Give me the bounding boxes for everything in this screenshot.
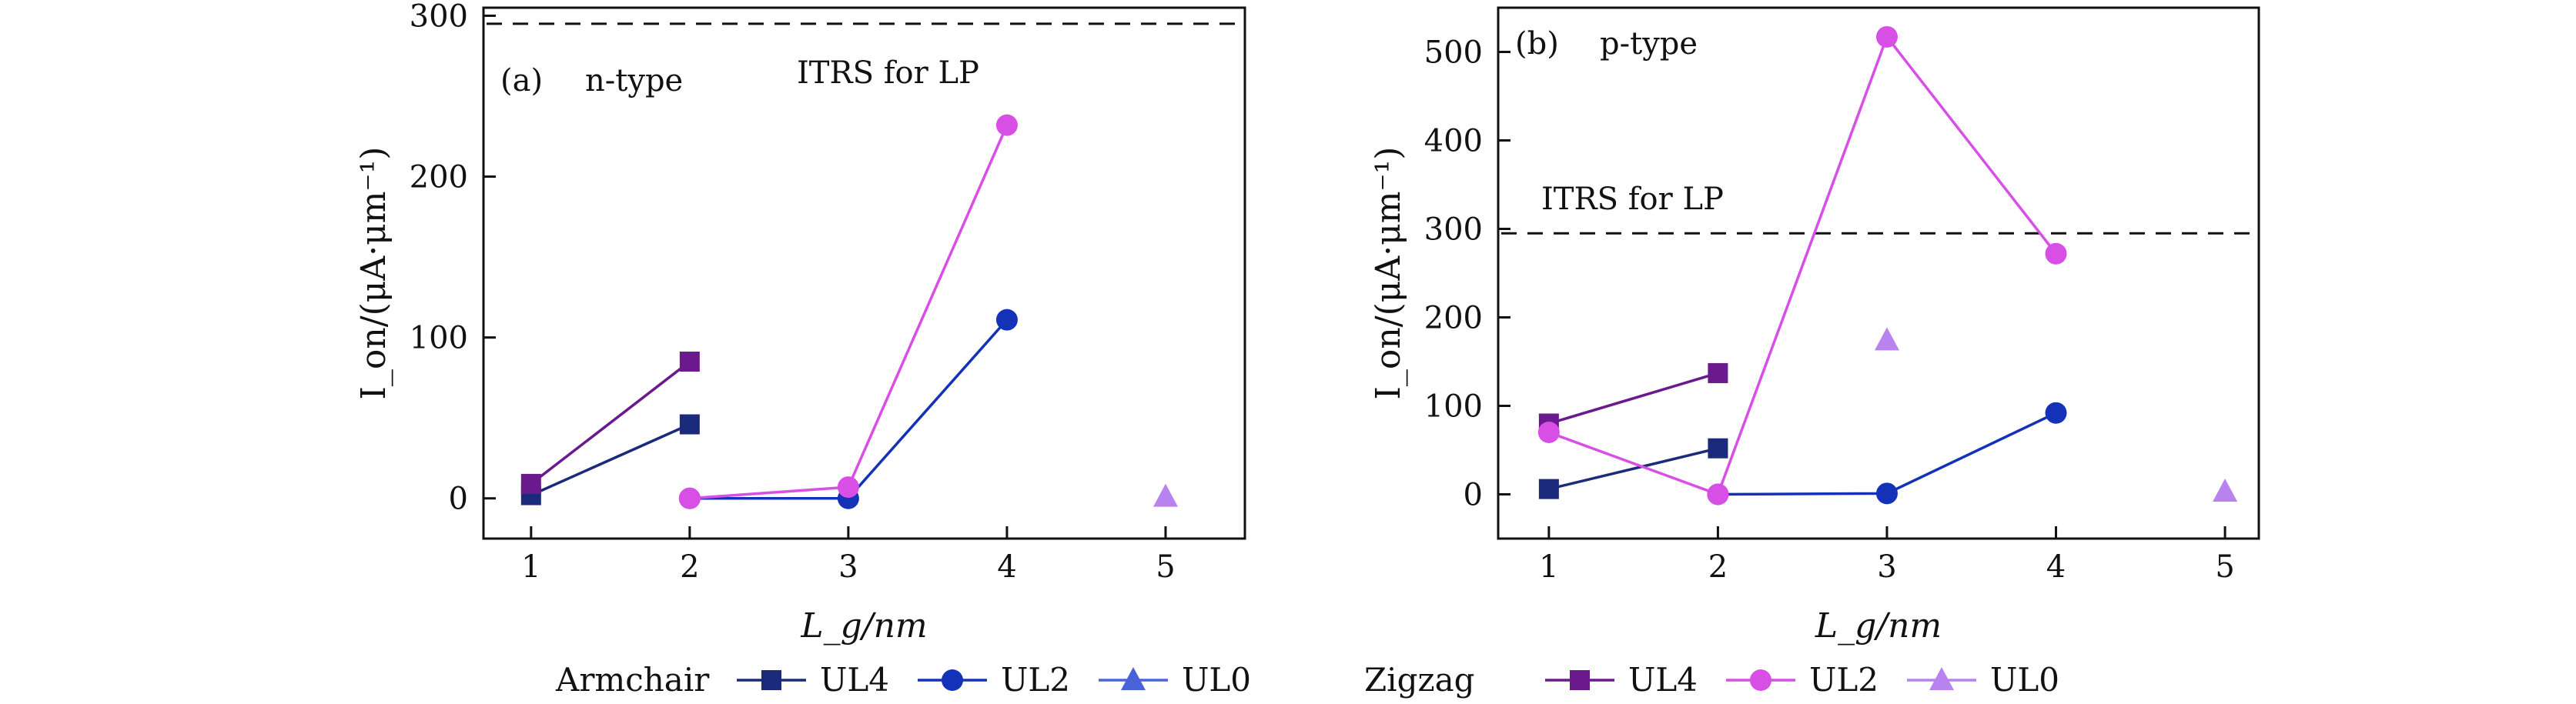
- data-point: [1875, 482, 1898, 505]
- legend-marker: [942, 669, 963, 691]
- y-tick-label: 300: [1424, 212, 1483, 248]
- panel-a: 1 2 3 4 5 0 100 200 300 ITRS for LP (a) n-type L_g/n…: [354, 0, 1246, 646]
- series-line: [689, 319, 1009, 500]
- legend-item: UL4: [737, 661, 889, 699]
- x-tick-label: 2: [1708, 549, 1728, 585]
- data-point: [2213, 479, 2238, 502]
- y-tick-label: 100: [1424, 389, 1483, 425]
- y-tick-label: 300: [410, 0, 468, 34]
- series-line: [1548, 34, 2057, 496]
- y-axis-label: I_on/(μA·μm⁻¹): [354, 147, 393, 400]
- y-tick-label: 200: [410, 160, 468, 195]
- data-point: [2045, 402, 2067, 424]
- data-point: [678, 487, 701, 509]
- plot-frame: [1497, 6, 2260, 540]
- legend-label: UL4: [820, 661, 889, 699]
- legend-marker: [1929, 667, 1954, 690]
- legend-item: UL2: [918, 661, 1070, 699]
- legend-item: UL4: [1545, 661, 1698, 699]
- data-point: [995, 309, 1018, 331]
- legend-label: UL2: [1001, 661, 1070, 699]
- legend-item: UL0: [1907, 661, 2059, 699]
- y-axis-label: I_on/(μA·μm⁻¹): [1369, 147, 1408, 400]
- y-tick-label: 400: [1424, 124, 1483, 159]
- series-zigzag-ul2: [1537, 25, 2067, 505]
- plot-frame: [482, 6, 1246, 540]
- y-tick-label: 100: [410, 321, 468, 356]
- x-tick-label: 3: [1877, 549, 1896, 585]
- series-line: [1548, 372, 1718, 425]
- legend-marker: [1570, 670, 1590, 690]
- data-point: [679, 414, 700, 435]
- legend-label: UL0: [1990, 661, 2059, 699]
- series-line: [530, 422, 691, 497]
- series-zigzag-ul2: [678, 114, 1018, 509]
- y-tick-label: 500: [1424, 35, 1483, 71]
- x-tick-label: 5: [2215, 549, 2234, 585]
- series-line: [689, 124, 1009, 500]
- legend-group-zigzag: Zigzag UL4 UL2 UL0: [1364, 661, 2059, 699]
- legend-item: UL0: [1099, 661, 1251, 699]
- y-tick-label: 200: [1424, 301, 1483, 336]
- data-point: [1537, 422, 1560, 443]
- panel-b: 1 2 3 4 5 0 100 200 300 400 500 ITRS for LP (b) p-typ…: [1369, 6, 2260, 646]
- series-zigzag-ul4: [520, 352, 700, 494]
- data-point: [1538, 479, 1559, 499]
- x-tick-label: 4: [997, 549, 1016, 585]
- x-tick-label: 1: [521, 549, 540, 585]
- data-point: [1874, 327, 1899, 351]
- data-point: [1875, 25, 1898, 48]
- legend-marker: [1121, 667, 1146, 690]
- data-point: [1708, 438, 1728, 459]
- x-axis-label: L_g/nm: [1815, 606, 1942, 646]
- series-zigzag-ul0: [1153, 483, 1178, 507]
- data-point: [520, 473, 541, 494]
- data-point: [1153, 483, 1178, 507]
- series-line: [1548, 446, 1718, 491]
- x-tick-label: 2: [680, 549, 699, 585]
- series-armchair-ul2: [1707, 402, 2067, 505]
- series-armchair-ul4: [520, 414, 700, 505]
- legend-label: UL4: [1628, 661, 1698, 699]
- legend-label: UL2: [1809, 661, 1878, 699]
- legend-marker: [761, 670, 781, 690]
- series-line: [1718, 412, 2057, 496]
- panel-subtitle: p-type: [1600, 26, 1698, 62]
- legend-group-label: Zigzag: [1364, 661, 1475, 699]
- panel-subtitle: n-type: [585, 63, 683, 98]
- data-point: [2045, 242, 2067, 265]
- itrs-reference-label: ITRS for LP: [797, 55, 979, 91]
- legend-item: UL2: [1726, 661, 1878, 699]
- data-point: [1707, 483, 1729, 505]
- x-tick-label: 1: [1539, 549, 1558, 585]
- y-tick-label: 0: [449, 482, 468, 517]
- x-tick-label: 5: [1156, 549, 1175, 585]
- legend-marker: [1750, 669, 1771, 691]
- legend-group-label: Armchair: [555, 661, 710, 699]
- series-zigzag-ul0: [1874, 327, 2238, 502]
- panel-label: (a): [500, 63, 543, 98]
- data-point: [679, 352, 700, 372]
- legend-label: UL0: [1182, 661, 1251, 699]
- data-point: [837, 476, 859, 499]
- x-tick-label: 4: [2046, 549, 2066, 585]
- legend-group-armchair: Armchair UL4 UL2 UL0: [555, 661, 1251, 699]
- panel-label: (b): [1515, 26, 1559, 62]
- series-line: [530, 360, 691, 485]
- y-tick-label: 0: [1464, 478, 1483, 513]
- itrs-reference-label: ITRS for LP: [1541, 182, 1724, 217]
- data-point: [995, 114, 1018, 136]
- x-axis-label: L_g/nm: [800, 606, 927, 646]
- x-tick-label: 3: [838, 549, 858, 585]
- series-armchair-ul4: [1538, 438, 1728, 499]
- legend: Armchair UL4 UL2 UL0 Zigzag UL4 UL2 UL0: [555, 661, 2059, 699]
- series-zigzag-ul4: [1538, 362, 1728, 434]
- data-point: [1708, 362, 1728, 383]
